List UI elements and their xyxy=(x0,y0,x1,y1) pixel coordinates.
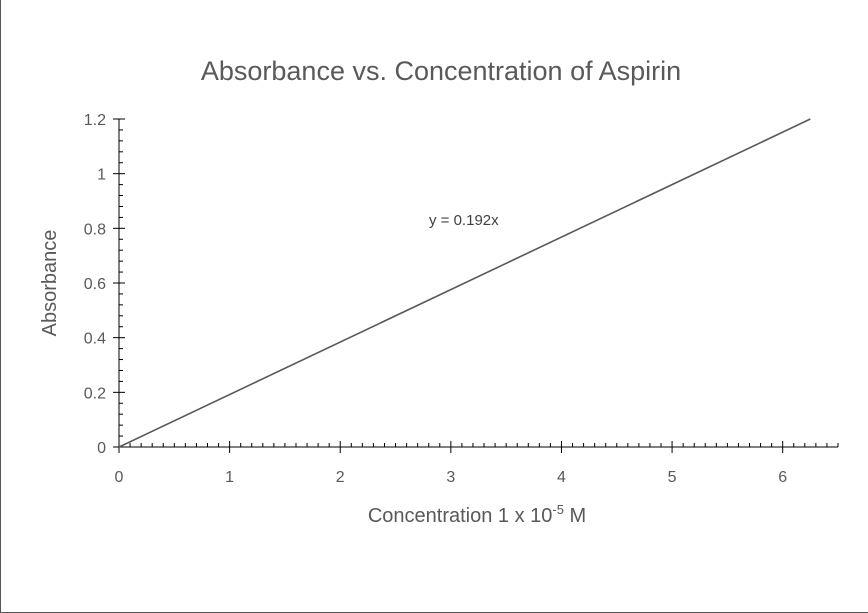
x-axis-title-superscript: -5 xyxy=(552,502,564,517)
x-tick-label: 0 xyxy=(115,469,124,486)
series-line xyxy=(118,118,811,448)
x-tick-label: 4 xyxy=(557,469,566,486)
y-tick-label: 0 xyxy=(97,440,106,457)
x-tick-label: 2 xyxy=(336,469,345,486)
x-tick-label: 3 xyxy=(446,469,455,486)
x-axis-title-base: Concentration 1 x 10 xyxy=(368,505,553,527)
y-tick-label: 0.6 xyxy=(84,276,106,293)
chart-title: Absorbance vs. Concentration of Aspirin xyxy=(201,56,681,86)
x-tick-label: 1 xyxy=(225,469,234,486)
y-tick-label: 1.2 xyxy=(84,112,106,129)
y-axis-title: Absorbance xyxy=(39,230,61,337)
y-tick-label: 0.8 xyxy=(84,221,106,238)
y-tick-label: 1 xyxy=(97,167,106,184)
x-tick-label: 6 xyxy=(778,469,787,486)
x-axis-title: Concentration 1 x 10-5 M xyxy=(368,502,586,527)
x-tick-label: 5 xyxy=(668,469,677,486)
y-tick-label: 0.4 xyxy=(84,331,106,348)
x-axis-title-suffix: M xyxy=(564,505,586,527)
series-layer xyxy=(118,118,811,448)
y-axis: 0 0.2 0.4 0.6 0.8 1 1.2 xyxy=(84,112,125,457)
trendline-equation: y = 0.192x xyxy=(429,212,499,229)
y-tick-label: 0.2 xyxy=(84,385,106,402)
x-axis: 0 1 2 3 4 5 6 xyxy=(115,441,839,486)
